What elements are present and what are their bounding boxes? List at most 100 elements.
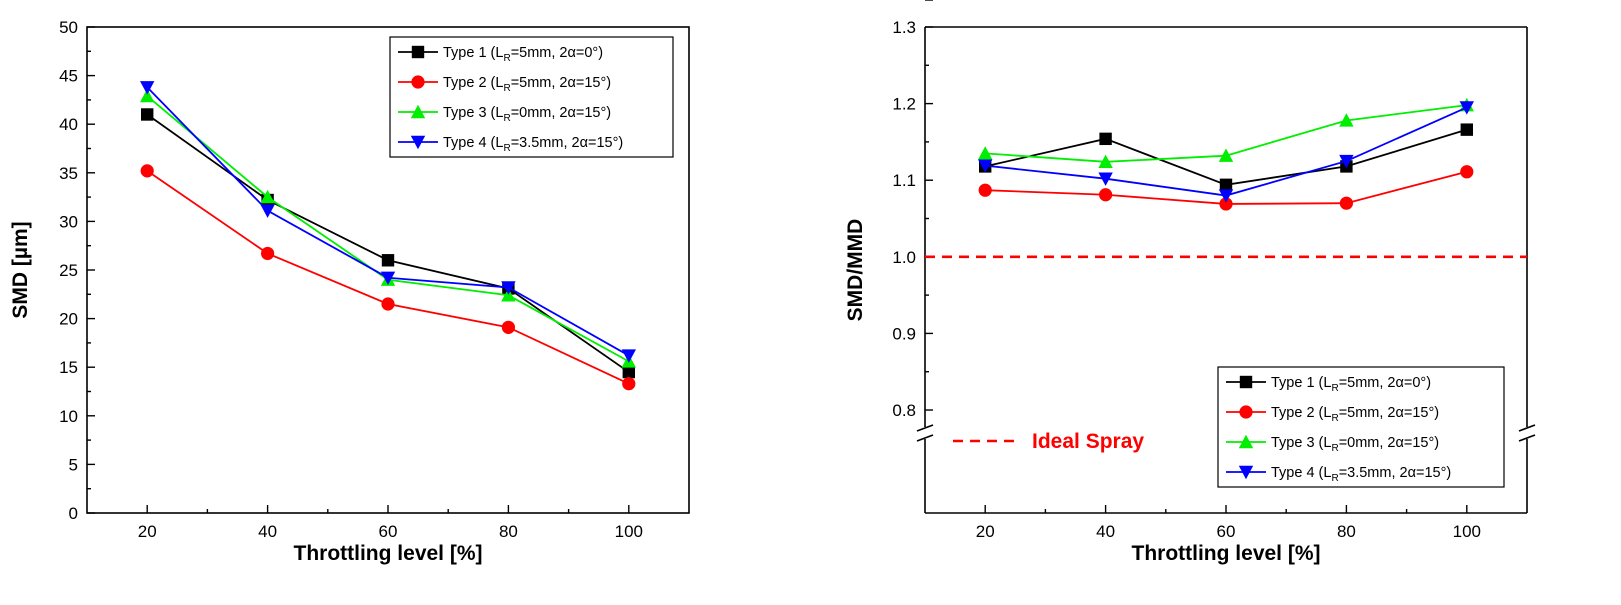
legend-box [389, 36, 674, 158]
legend-marker [1238, 434, 1254, 449]
data-point [501, 281, 516, 295]
legend-item: Type 1 (LR=5mm, 2α=0°) [1226, 375, 1431, 394]
data-point [140, 81, 155, 95]
y-tick-label: 20 [59, 310, 78, 329]
data-point [1098, 172, 1113, 186]
x-tick-label: 40 [1096, 522, 1115, 541]
data-point [1098, 154, 1113, 169]
legend: Type 1 (LR=5mm, 2α=0°) Type 2 (LR=5mm, 2α… [1217, 366, 1505, 488]
legend-item: Type 3 (LR=0mm, 2α=15°) [1226, 434, 1439, 454]
legend-label: Type 4 (LR=3.5mm, 2α=15°) [1271, 465, 1451, 484]
legend-marker [1239, 405, 1253, 419]
x-tick-label: 100 [1453, 522, 1481, 541]
y-axis-title: SMD [µm] [9, 221, 32, 318]
y-tick-label: 45 [59, 67, 78, 86]
data-point [621, 349, 636, 363]
series-type-3 [978, 97, 1474, 169]
data-point [141, 108, 154, 121]
y-tick-label: 0.9 [892, 324, 916, 343]
data-point [622, 365, 635, 379]
data-point [1460, 123, 1473, 136]
data-point [260, 204, 275, 218]
y-tick-label: 35 [59, 164, 78, 183]
y-tick-label: 0.8 [892, 401, 916, 420]
y-tick-label: 1.0 [892, 248, 916, 267]
chart-smd-mmd-ratio: 20 40 60 80 100 0.0 0.8 0.9 1.0 1.1 1.2 1.3 Throttli… [844, 0, 1536, 565]
x-tick-label: 60 [379, 522, 398, 541]
y-tick-label: 5 [69, 455, 78, 474]
data-point [1460, 165, 1474, 179]
x-tick-label: 80 [1337, 522, 1356, 541]
data-point [1099, 132, 1112, 146]
axis-break-mark-left [916, 424, 934, 432]
series-type-4 [978, 101, 1474, 203]
legend-item: Type 2 (LR=5mm, 2α=15°) [398, 75, 611, 94]
axis-break-mark-left [916, 434, 934, 442]
chart-smd: 20 40 60 80 100 0 5 10 15 20 25 30 35 40 45 50 Throttlin… [9, 18, 690, 565]
legend-item: Type 2 (LR=5mm, 2α=15°) [1226, 405, 1439, 424]
legend-label: Type 2 (LR=5mm, 2α=15°) [1271, 405, 1439, 424]
y-tick-label: 1.1 [892, 171, 916, 190]
x-tick-label: 20 [976, 522, 995, 541]
y-tick-label: 0 [69, 504, 78, 523]
data-point [1339, 196, 1353, 210]
x-tick-label: 20 [138, 522, 157, 541]
data-point [1339, 113, 1354, 127]
data-point [1218, 189, 1234, 203]
legend-marker [1239, 375, 1253, 389]
data-point [978, 159, 993, 173]
legend-label: Type 3 (LR=0mm, 2α=15°) [443, 105, 611, 124]
legend-label: Type 2 (LR=5mm, 2α=15°) [443, 75, 611, 94]
data-point [978, 183, 992, 197]
y-axis-title: SMD/MMD [844, 219, 867, 322]
legend-item: Type 3 (LR=0mm, 2α=15°) [398, 104, 611, 124]
series-type-4 [140, 81, 636, 363]
y-tick-label: 50 [59, 18, 78, 37]
y-tick-label: 15 [59, 358, 78, 377]
x-tick-label: 80 [499, 522, 518, 541]
legend-marker [411, 45, 425, 59]
legend-item: Type 4 (LR=3.5mm, 2α=15°) [1226, 465, 1451, 484]
legend-label: Type 4 (LR=3.5mm, 2α=15°) [443, 135, 623, 154]
data-point [380, 271, 396, 285]
legend-label: Type 3 (LR=0mm, 2α=15°) [1271, 435, 1439, 454]
x-axis-title: Throttling level [%] [1132, 542, 1321, 565]
data-point [140, 88, 155, 103]
y-tick-label: 10 [59, 407, 78, 426]
x-tick-label: 100 [615, 522, 643, 541]
axis-break-mark-right [1518, 424, 1536, 432]
data-point [381, 254, 395, 267]
y-tick-label: 25 [59, 261, 78, 280]
x-tick-label: 40 [258, 522, 277, 541]
data-point [1218, 148, 1234, 162]
y-tick-label: 1.2 [892, 95, 916, 114]
data-point [1219, 178, 1233, 192]
legend-marker [410, 135, 426, 150]
legend-box [1217, 366, 1505, 488]
data-point [1459, 101, 1474, 115]
y-tick-label: 0.0 [892, 0, 916, 4]
data-point [1219, 197, 1233, 211]
legend-item: Type 1 (LR=5mm, 2α=0°) [398, 45, 603, 64]
legend-marker [1238, 465, 1254, 480]
series-type-2 [978, 165, 1474, 211]
data-point [1099, 188, 1113, 202]
data-point [978, 146, 993, 160]
y-tick-label: 1.3 [892, 18, 916, 37]
axis-break-mark-right [1518, 434, 1536, 442]
data-point [140, 164, 154, 178]
legend-marker [411, 75, 425, 89]
data-point [622, 377, 636, 391]
data-point [1339, 154, 1354, 169]
legend-marker [410, 104, 426, 119]
y-tick-label: 40 [59, 115, 78, 134]
legend-label: Type 1 (LR=5mm, 2α=0°) [1271, 375, 1431, 394]
data-point [260, 189, 275, 204]
y-tick-label: 30 [59, 212, 78, 231]
legend-label: Type 1 (LR=5mm, 2α=0°) [443, 45, 603, 64]
data-point [261, 246, 275, 261]
series-type-2 [140, 164, 636, 391]
data-point [381, 297, 395, 311]
x-axis-title: Throttling level [%] [294, 542, 483, 565]
